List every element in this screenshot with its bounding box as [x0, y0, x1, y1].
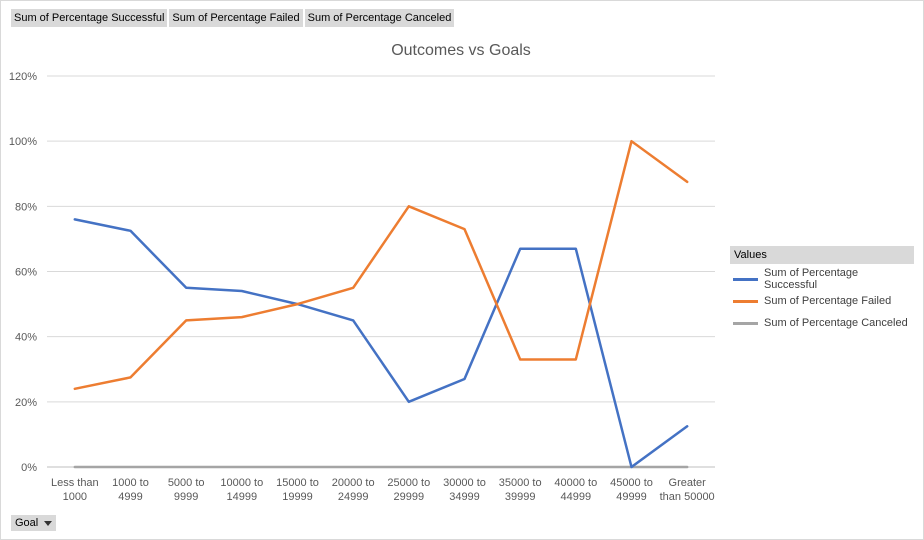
- x-tick-label: 45000 to 49999: [610, 477, 653, 503]
- legend-item: Sum of Percentage Canceled: [730, 316, 914, 330]
- x-tick-label: 1000 to 4999: [112, 477, 149, 503]
- series-line-1: [73, 139, 689, 391]
- x-tick-label: 5000 to 9999: [168, 477, 205, 503]
- y-tick-label: 20%: [15, 397, 37, 409]
- legend-swatch: [733, 321, 758, 325]
- legend-swatch: [733, 299, 758, 303]
- legend: Values Sum of Percentage Successful Sum o…: [730, 246, 914, 330]
- chevron-down-icon: [44, 520, 53, 526]
- y-tick-label: 60%: [15, 267, 37, 279]
- x-tick-label: 20000 to 24999: [332, 477, 375, 503]
- x-tick-label: 25000 to 29999: [387, 477, 430, 503]
- legend-label: Sum of Percentage Failed: [764, 295, 892, 307]
- y-tick-label: 40%: [15, 332, 37, 344]
- field-button-successful[interactable]: Sum of Percentage Successful: [11, 9, 168, 27]
- x-tick-label: 30000 to 34999: [443, 477, 486, 503]
- goal-axis-label: Goal: [15, 517, 39, 529]
- legend-item: Sum of Percentage Failed: [730, 294, 914, 308]
- x-tick-label: 40000 to 44999: [554, 477, 597, 503]
- x-tick-label: 10000 to 14999: [220, 477, 263, 503]
- chart-title: Outcomes vs Goals: [391, 42, 531, 59]
- field-button-failed[interactable]: Sum of Percentage Failed: [169, 9, 303, 27]
- legend-item: Sum of Percentage Successful: [730, 267, 914, 291]
- y-tick-label: 100%: [9, 136, 37, 148]
- series-line-0: [73, 218, 689, 469]
- pivot-field-buttons: Sum of Percentage Successful Sum of Perc…: [11, 9, 455, 27]
- y-tick-label: 120%: [9, 71, 37, 83]
- x-tick-label: 15000 to 19999: [276, 477, 319, 503]
- legend-label: Sum of Percentage Canceled: [764, 317, 908, 329]
- x-tick-label: Greater than 50000: [660, 477, 715, 503]
- y-tick-label: 80%: [15, 201, 37, 213]
- y-tick-label: 0%: [21, 462, 37, 474]
- goal-axis-button[interactable]: Goal: [11, 515, 57, 531]
- x-tick-label: Less than 1000: [51, 477, 99, 503]
- legend-label: Sum of Percentage Successful: [763, 267, 859, 291]
- field-button-canceled[interactable]: Sum of Percentage Canceled: [304, 9, 455, 27]
- legend-title[interactable]: Values: [730, 246, 914, 264]
- legend-swatch: [733, 277, 758, 281]
- x-tick-label: 35000 to 39999: [499, 477, 542, 503]
